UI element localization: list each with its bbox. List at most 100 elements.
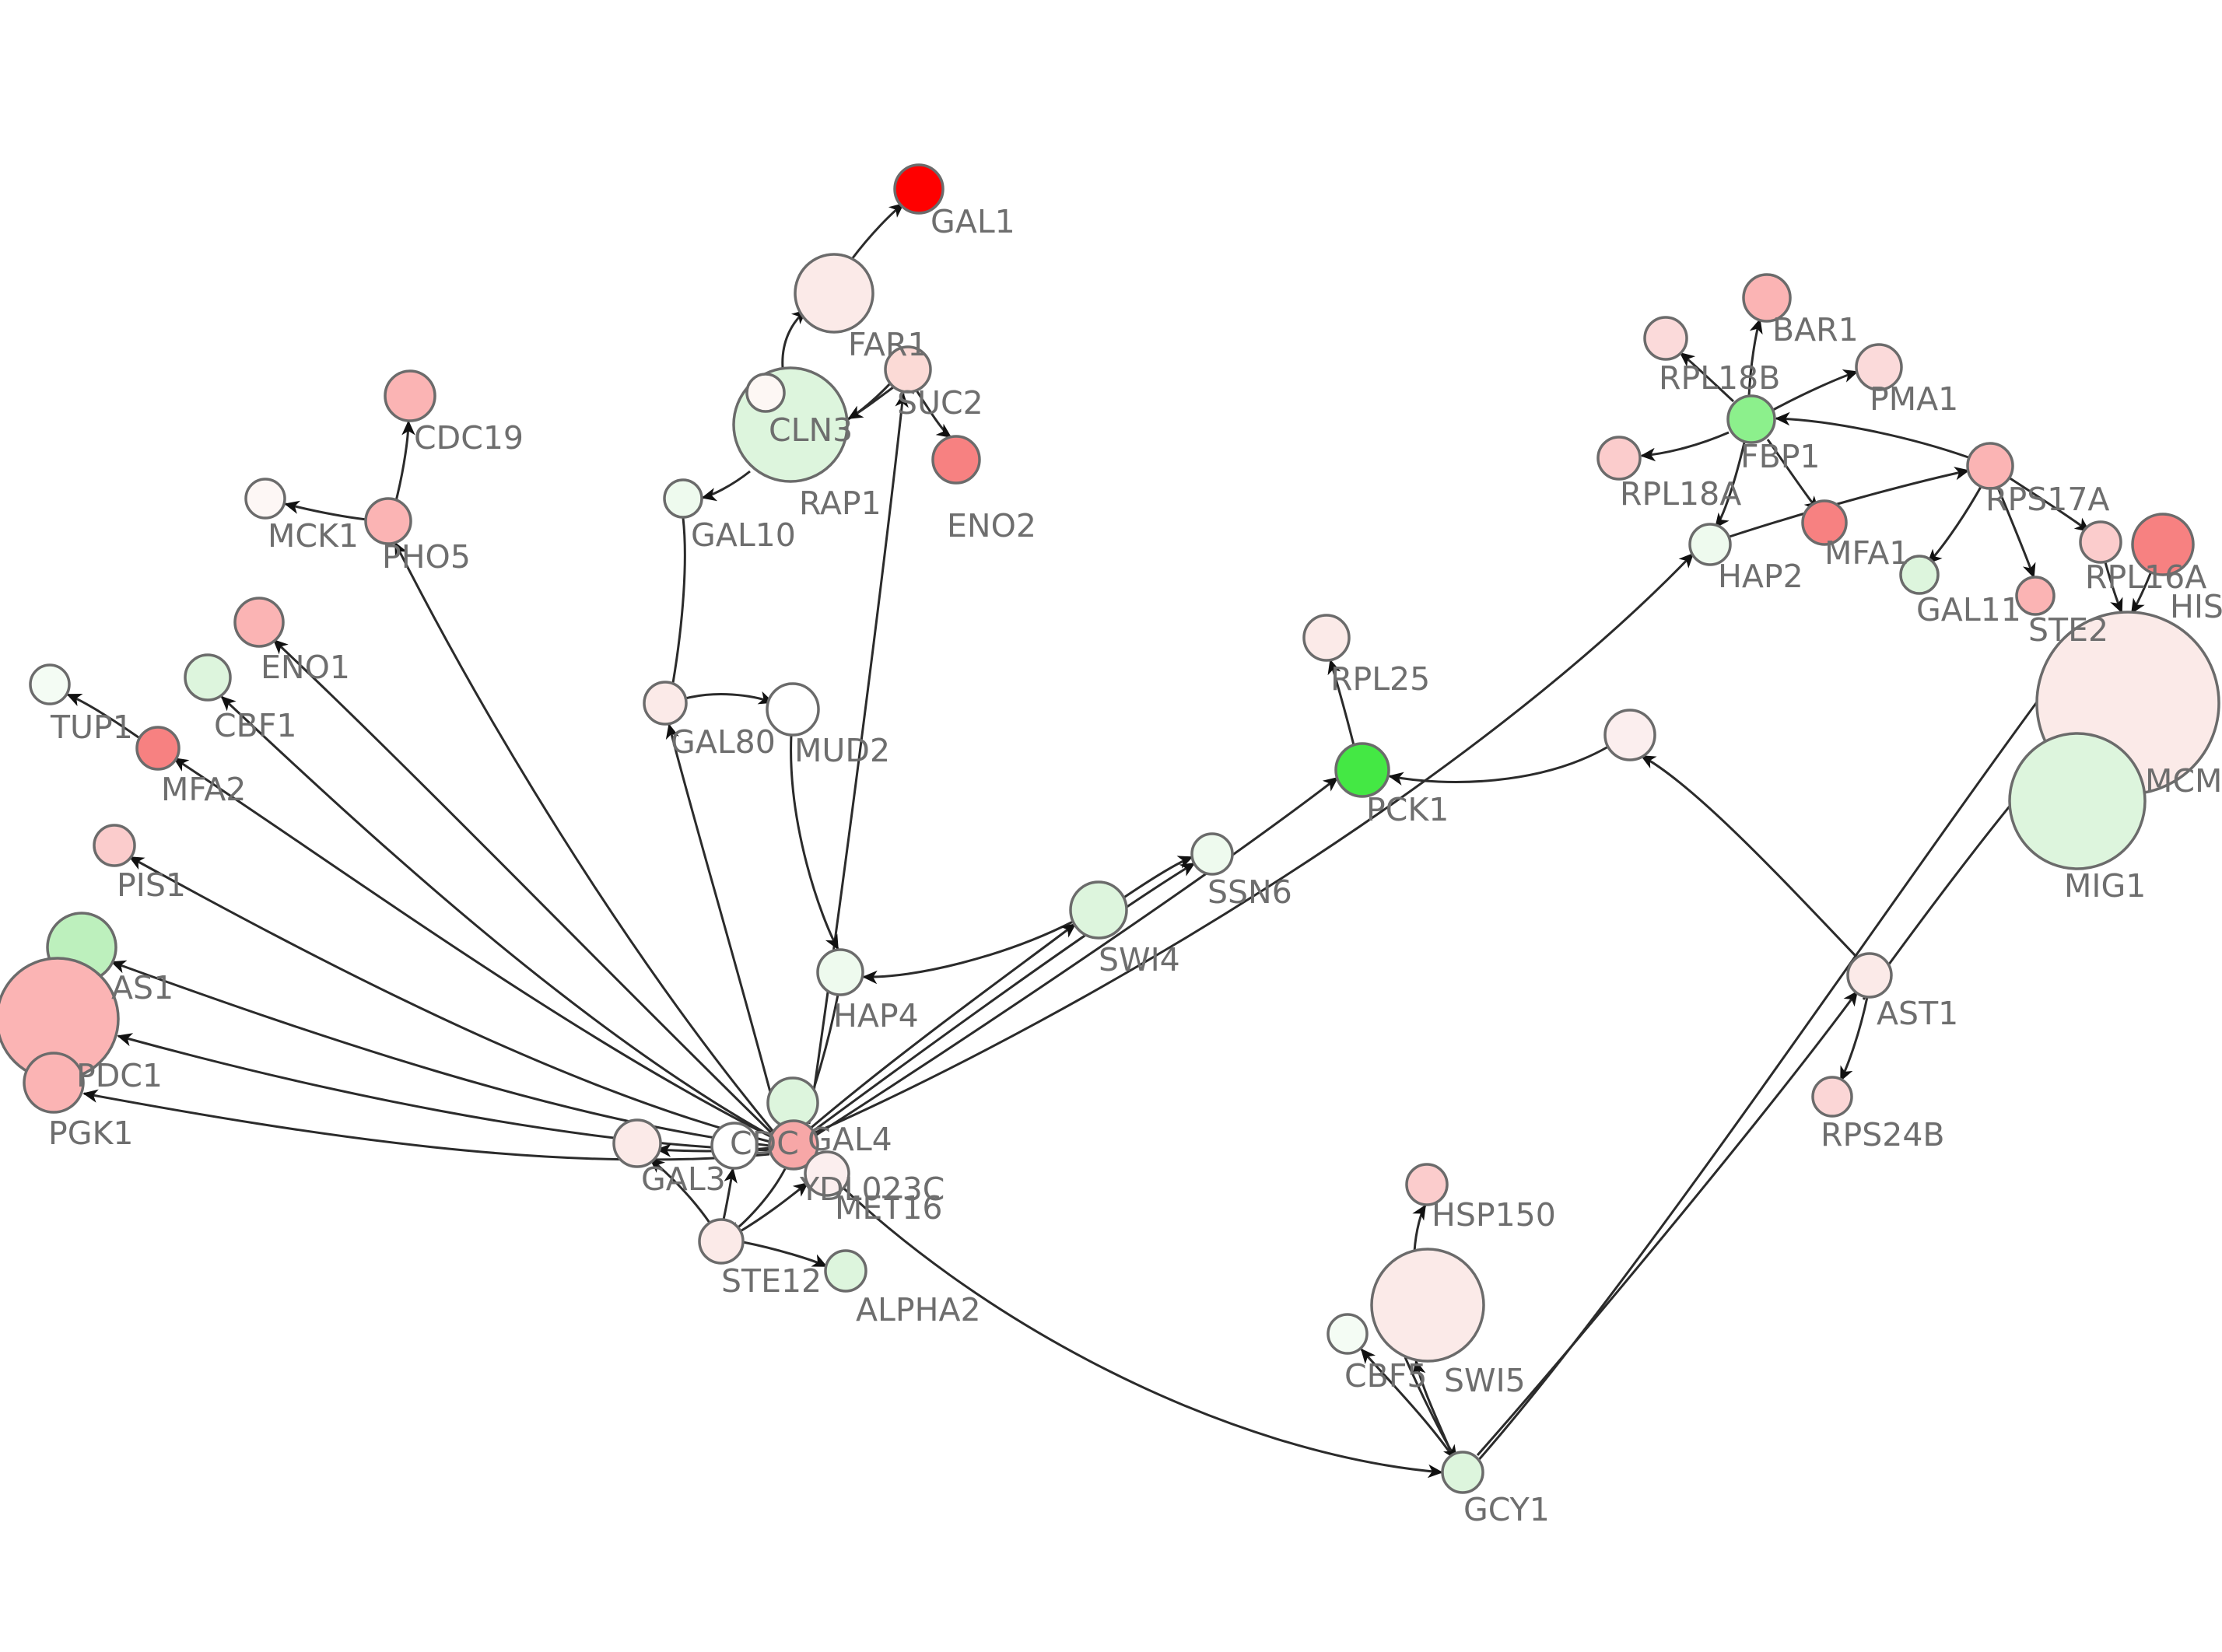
edge-hap2-to-rps17a xyxy=(1729,467,1970,538)
node-label-eno1: ENO1 xyxy=(261,649,350,686)
node-alpha2[interactable] xyxy=(824,1249,867,1293)
node-cbf1[interactable] xyxy=(184,653,232,702)
edge-gal4-to-swi4 xyxy=(808,922,1077,1131)
node-pma1[interactable] xyxy=(1855,343,1903,391)
node-label-ste12: STE12 xyxy=(721,1262,822,1300)
node-unlabeled-34[interactable] xyxy=(1603,709,1656,761)
node-suc2[interactable] xyxy=(884,345,932,394)
node-gal80[interactable] xyxy=(643,681,688,726)
node-cbf5[interactable] xyxy=(1327,1313,1369,1355)
edge-gal4-to-pgk1 xyxy=(82,1089,770,1161)
node-pck1[interactable] xyxy=(1334,742,1390,798)
node-gal3[interactable] xyxy=(612,1118,662,1168)
edges-layer xyxy=(66,202,2153,1479)
node-label-ssn6: SSN6 xyxy=(1207,873,1292,911)
node-cdc[interactable] xyxy=(710,1122,759,1170)
edge-gal4-to-pdc1 xyxy=(117,1033,770,1152)
node-mck1[interactable] xyxy=(244,478,286,520)
edge-cln3-to-far1 xyxy=(781,309,808,369)
node-label-gal4: GAL4 xyxy=(808,1121,892,1158)
node-gal10[interactable] xyxy=(663,478,703,519)
edge-gal4-to-mfa2 xyxy=(173,757,773,1139)
edge-ste12-to-ydl023c xyxy=(738,1181,809,1234)
node-rps24b[interactable] xyxy=(1811,1076,1853,1118)
node-mfa1[interactable] xyxy=(1801,499,1848,546)
node-label-hap2: HAP2 xyxy=(1718,558,1803,595)
node-ste12[interactable] xyxy=(698,1218,745,1265)
edge-gal4-to-cbf1 xyxy=(220,695,771,1137)
edge-gal4-to-gcy1 xyxy=(814,1159,1443,1479)
edge-far1-to-gal1 xyxy=(850,202,905,260)
edge-pho5-to-mck1 xyxy=(284,500,367,521)
node-gal11[interactable] xyxy=(1899,555,1940,595)
edge-gal4-to-hap2 xyxy=(815,552,1695,1134)
node-label-rps24b: RPS24B xyxy=(1821,1116,1945,1153)
edge-fbp1-to-rpl18b xyxy=(1679,352,1735,403)
node-rpl25[interactable] xyxy=(1302,614,1351,662)
node-label-rpl25: RPL25 xyxy=(1330,660,1430,698)
node-hap2[interactable] xyxy=(1688,523,1732,566)
node-rpl16a[interactable] xyxy=(2079,520,2122,564)
edge-mcm1-to-gcy1 xyxy=(1475,699,2040,1463)
node-gal1[interactable] xyxy=(893,163,945,215)
node-label-tup1: TUP1 xyxy=(50,709,133,746)
node-pis1[interactable] xyxy=(93,824,136,867)
edge-suc2-to-eno2 xyxy=(915,390,952,439)
node-label-hsp150: HSP150 xyxy=(1432,1196,1556,1234)
edge-gcy1-to-ast1 xyxy=(1476,990,1859,1456)
edge-cln3-to-gal10 xyxy=(701,470,751,502)
node-label-swi4: SWI4 xyxy=(1099,941,1180,978)
node-far1[interactable] xyxy=(794,253,874,334)
node-cdc19[interactable] xyxy=(384,369,436,422)
node-his4[interactable] xyxy=(2131,513,2195,576)
edge-swi5-to-gcy1 xyxy=(1404,1356,1458,1461)
node-pgk1[interactable] xyxy=(23,1052,85,1114)
edge-pho5-to-cdc19 xyxy=(394,420,415,502)
node-mig1[interactable] xyxy=(2008,732,2147,870)
node-ssn6[interactable] xyxy=(1190,832,1234,876)
node-hap4[interactable] xyxy=(816,948,864,996)
edge-gal80-to-mud2 xyxy=(685,691,774,705)
edge-gal4-to-gal80 xyxy=(665,723,780,1122)
node-gcy1[interactable] xyxy=(1441,1451,1484,1494)
node-label-mfa1: MFA1 xyxy=(1824,534,1909,572)
node-label-swi5: SWI5 xyxy=(1444,1362,1526,1399)
node-label-gal80: GAL80 xyxy=(671,723,776,761)
node-hsp150[interactable] xyxy=(1405,1163,1449,1206)
node-unlabeled-4[interactable] xyxy=(745,373,786,413)
edge-ste12-to-cdc xyxy=(722,1167,738,1220)
node-tup1[interactable] xyxy=(29,663,71,705)
node-mud2[interactable] xyxy=(766,682,820,737)
node-rpl18b[interactable] xyxy=(1643,316,1688,361)
node-rpl18a[interactable] xyxy=(1596,436,1642,481)
node-swi4[interactable] xyxy=(1069,880,1128,940)
edge-gcy1-to-cbf5 xyxy=(1360,1348,1453,1456)
node-eno1[interactable] xyxy=(233,597,285,648)
node-label-ste2: STE2 xyxy=(2028,611,2108,649)
node-fbp1[interactable] xyxy=(1726,394,1776,444)
node-ste2[interactable] xyxy=(2015,576,2056,616)
node-label-mig1: MIG1 xyxy=(2064,867,2146,905)
node-label-cdc: CDC xyxy=(730,1125,799,1162)
node-bar1[interactable] xyxy=(1742,273,1792,323)
node-label-gal11: GAL11 xyxy=(1916,591,2021,628)
node-gal4[interactable] xyxy=(768,1119,819,1171)
edge-rps17a-to-rpl16a xyxy=(2008,476,2091,533)
edge-swi5-to-hsp150 xyxy=(1412,1204,1427,1252)
node-eno2[interactable] xyxy=(931,435,981,485)
node-swi5[interactable] xyxy=(1370,1248,1485,1363)
node-ydl023c[interactable] xyxy=(804,1150,850,1197)
edge-ast1-to-rps24b xyxy=(1839,996,1869,1082)
node-label-rap1: RAP1 xyxy=(799,485,881,522)
node-rps17a[interactable] xyxy=(1966,442,2014,490)
node-ast1[interactable] xyxy=(1846,952,1893,999)
node-label-mfa2: MFA2 xyxy=(161,771,246,808)
node-label-cbf1: CBF1 xyxy=(214,707,296,744)
node-pho5[interactable] xyxy=(364,497,412,545)
node-mfa2[interactable] xyxy=(135,726,180,771)
node-label-mck1: MCK1 xyxy=(268,517,359,555)
edge-gal4-to-pho5 xyxy=(394,541,775,1132)
edge-gal4-to-as1 xyxy=(110,960,770,1147)
